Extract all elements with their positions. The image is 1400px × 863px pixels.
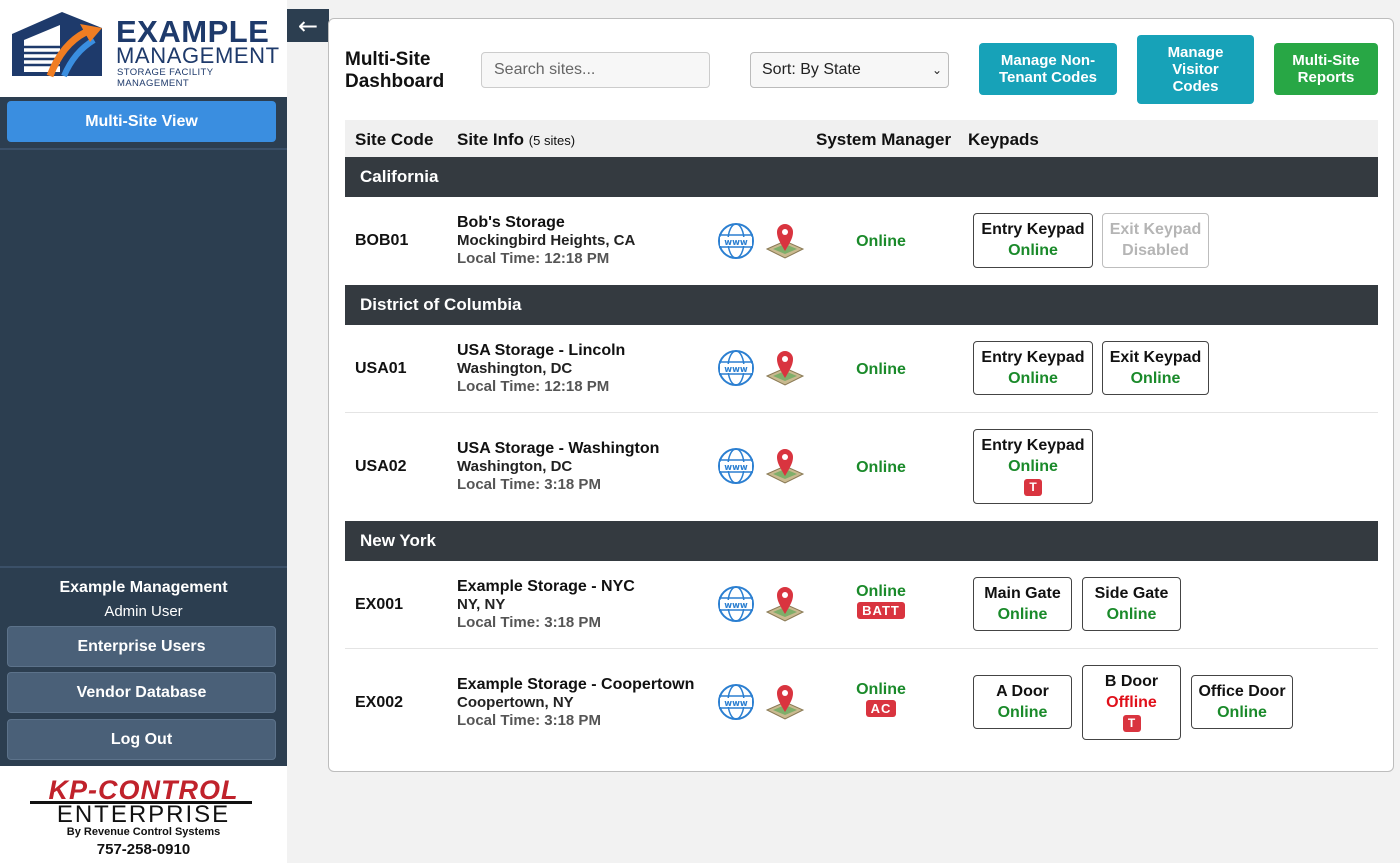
vendor-database-button[interactable]: Vendor Database [7,672,276,713]
sidebar: EXAMPLE MANAGEMENT STORAGE FACILITY MANA… [0,0,287,863]
company-logo[interactable]: EXAMPLE MANAGEMENT STORAGE FACILITY MANA… [0,0,287,97]
svg-text:www: www [724,601,748,611]
site-code: BOB01 [355,232,409,249]
system-manager-status: Online AC [856,681,906,717]
keypad-card[interactable]: B Door Offline T [1082,665,1181,740]
system-manager-status: Online [856,361,906,378]
website-globe-icon[interactable]: www [717,222,755,260]
site-info: Example Storage - NYC NY, NY Local Time: 3… [457,578,635,631]
state-group-header: District of Columbia [345,285,1378,325]
site-info: USA Storage - Washington Washington, DC Lo… [457,440,660,493]
ac-power-alert-badge: AC [865,700,897,717]
alert-badge: T [1024,479,1042,496]
account-name: Example Management [59,579,228,596]
row-divider [345,412,1378,413]
sidebar-divider [0,148,287,150]
map-pin-icon[interactable] [765,682,805,722]
site-info: Bob's Storage Mockingbird Heights, CA Loca… [457,214,636,267]
search-input[interactable] [481,52,710,88]
brand-product: ENTERPRISE [56,801,231,828]
state-group-header: California [345,157,1378,197]
keypad-card[interactable]: Side Gate Online [1082,577,1181,631]
svg-text:www: www [724,238,748,248]
storage-building-logo-icon [12,12,102,78]
map-pin-icon[interactable] [765,446,805,486]
keypad-card[interactable]: A Door Online [973,675,1072,729]
table-header: Site Code Site Info (5 sites) System Man… [345,120,1378,157]
sort-select[interactable]: Sort: By State ⌄ [750,52,949,88]
map-pin-icon[interactable] [765,584,805,624]
manage-non-tenant-codes-button[interactable]: Manage Non- Tenant Codes [979,43,1117,95]
brand-byline: By Revenue Control Systems [66,826,221,838]
keypad-card[interactable]: Entry Keypad Online [973,213,1093,268]
manage-visitor-codes-button[interactable]: Manage Visitor Codes [1137,35,1254,104]
keypad-card[interactable]: Entry Keypad Online [973,341,1093,395]
website-globe-icon[interactable]: www [717,683,755,721]
site-info: USA Storage - Lincoln Washington, DC Local… [457,342,626,395]
dashboard-panel: Multi-Site Dashboard Sort: By State ⌄ Ma… [328,18,1394,772]
keypad-card[interactable]: Office Door Online [1191,675,1293,729]
system-manager-status: Online [856,233,906,250]
table-row[interactable]: USA01 USA Storage - Lincoln Washington, D… [345,325,1378,413]
battery-alert-badge: BATT [857,602,905,619]
brand-phone: 757-258-0910 [96,841,191,858]
multi-site-view-button[interactable]: Multi-Site View [7,101,276,142]
chevron-down-icon: ⌄ [931,63,942,77]
log-out-button[interactable]: Log Out [7,719,276,760]
site-code: USA01 [355,360,407,377]
svg-text:www: www [724,699,748,709]
map-pin-icon[interactable] [765,348,805,388]
vendor-brand: KP-CONTROL ENTERPRISE By Revenue Control… [0,766,287,863]
website-globe-icon[interactable]: www [717,349,755,387]
website-globe-icon[interactable]: www [717,447,755,485]
keypad-card[interactable]: Entry Keypad Online T [973,429,1093,504]
logo-tagline: STORAGE FACILITY MANAGEMENT [117,67,214,89]
website-globe-icon[interactable]: www [717,585,755,623]
table-row[interactable]: BOB01 Bob's Storage Mockingbird Heights, … [345,197,1378,285]
page-title: Multi-Site Dashboard [345,49,445,92]
keypad-card[interactable]: Exit Keypad Online [1102,341,1209,395]
multi-site-reports-button[interactable]: Multi-Site Reports [1274,43,1378,95]
site-code: EX001 [355,596,404,613]
alert-badge: T [1122,715,1141,732]
system-manager-status: Online BATT [856,583,906,619]
logo-subtitle: MANAGEMENT [116,43,280,68]
account-role: Admin User [104,603,183,620]
sidebar-divider [0,566,287,568]
col-keypads: Keypads [968,130,1039,149]
row-divider [345,648,1378,649]
col-site-info: Site Info (5 sites) [457,130,576,149]
collapse-sidebar-arrow-icon[interactable]: ← [287,9,329,42]
site-info: Example Storage - Coopertown Coopertown, … [457,676,695,729]
col-system-manager: System Manager [816,130,952,149]
map-pin-icon[interactable] [765,221,805,261]
svg-text:www: www [724,365,748,375]
system-manager-status: Online [856,459,906,476]
site-code: USA02 [355,458,407,475]
table-row[interactable]: EX002 Example Storage - Coopertown Cooper… [345,649,1378,757]
table-row[interactable]: USA02 USA Storage - Washington Washington… [345,413,1378,521]
site-code: EX002 [355,694,404,711]
logo-title: EXAMPLE [116,14,270,49]
enterprise-users-button[interactable]: Enterprise Users [7,626,276,667]
keypad-card[interactable]: Exit Keypad Disabled [1102,213,1209,268]
state-group-header: New York [345,521,1378,561]
table-row[interactable]: EX001 Example Storage - NYC NY, NY Local T… [345,561,1378,649]
col-site-code: Site Code [355,130,434,149]
keypad-card[interactable]: Main Gate Online [973,577,1072,631]
svg-text:www: www [724,463,748,473]
brand-underline [30,801,252,804]
brand-name: KP-CONTROL [48,775,239,805]
